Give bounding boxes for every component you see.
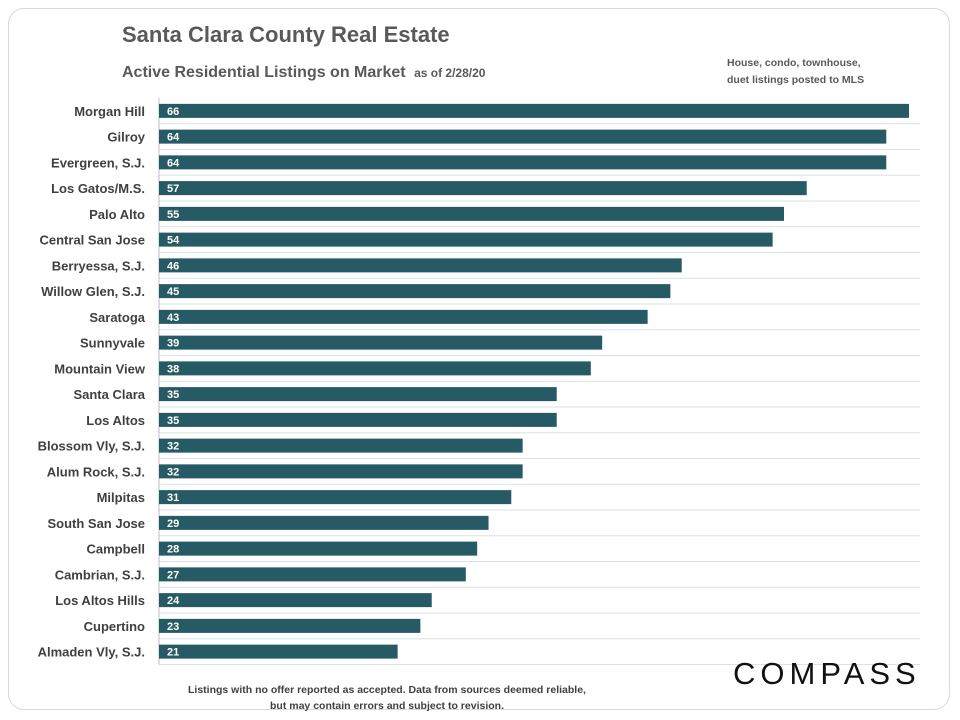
category-label: Cupertino bbox=[84, 619, 145, 634]
category-label: Los Altos bbox=[86, 413, 145, 428]
data-label: 64 bbox=[167, 157, 180, 169]
data-label: 23 bbox=[167, 621, 179, 633]
footer-line: Listings with no offer reported as accep… bbox=[188, 684, 586, 696]
data-note-line: duet listings posted to MLS bbox=[727, 74, 865, 86]
category-label: Mountain View bbox=[54, 361, 146, 376]
bar bbox=[159, 515, 489, 530]
bar bbox=[159, 129, 887, 144]
data-label: 27 bbox=[167, 569, 179, 581]
category-label: Alum Rock, S.J. bbox=[47, 464, 145, 479]
data-label: 38 bbox=[167, 363, 179, 375]
data-label: 32 bbox=[167, 441, 179, 453]
bar bbox=[159, 567, 466, 582]
category-label: Sunnyvale bbox=[80, 336, 145, 351]
category-label: Willow Glen, S.J. bbox=[41, 284, 145, 299]
data-label: 28 bbox=[167, 544, 179, 556]
category-label: Morgan Hill bbox=[74, 104, 145, 119]
category-label: Milpitas bbox=[97, 490, 145, 505]
category-label: Berryessa, S.J. bbox=[52, 258, 145, 273]
category-label: South San Jose bbox=[47, 516, 145, 531]
bar bbox=[159, 541, 478, 556]
category-label: Evergreen, S.J. bbox=[51, 155, 145, 170]
bar bbox=[159, 618, 421, 633]
bar bbox=[159, 206, 784, 221]
category-label: Santa Clara bbox=[73, 387, 145, 402]
chart-title: Santa Clara County Real Estate bbox=[122, 22, 450, 47]
bar bbox=[159, 232, 773, 247]
data-label: 24 bbox=[167, 595, 180, 607]
category-label: Blossom Vly, S.J. bbox=[38, 439, 145, 454]
data-label: 46 bbox=[167, 260, 179, 272]
category-label: Los Altos Hills bbox=[55, 593, 145, 608]
bar bbox=[159, 258, 682, 273]
data-label: 57 bbox=[167, 183, 179, 195]
bar bbox=[159, 464, 523, 479]
data-note: House, condo, townhouse, duet listings p… bbox=[727, 55, 864, 89]
bar bbox=[159, 438, 523, 453]
data-label: 66 bbox=[167, 106, 179, 118]
data-label: 39 bbox=[167, 338, 179, 350]
bar bbox=[159, 309, 648, 324]
bar bbox=[159, 644, 398, 659]
data-label: 45 bbox=[167, 286, 179, 298]
category-label: Palo Alto bbox=[89, 207, 145, 222]
category-label: Saratoga bbox=[89, 310, 145, 325]
bar bbox=[159, 412, 557, 427]
data-label: 35 bbox=[167, 389, 179, 401]
chart-subtitle: Active Residential Listings on Market as… bbox=[122, 64, 485, 82]
category-label: Central San Jose bbox=[40, 233, 146, 248]
as-of-date: as of 2/28/20 bbox=[414, 66, 486, 80]
data-label: 43 bbox=[167, 312, 179, 324]
category-label: Gilroy bbox=[107, 130, 145, 145]
bar bbox=[159, 284, 671, 299]
compass-logo: COMPASS bbox=[733, 656, 921, 691]
data-label: 31 bbox=[167, 492, 179, 504]
bar bbox=[159, 361, 591, 376]
category-label: Los Gatos/M.S. bbox=[51, 181, 145, 196]
data-label: 32 bbox=[167, 466, 179, 478]
data-label: 29 bbox=[167, 518, 179, 530]
data-note-line: House, condo, townhouse, bbox=[727, 57, 861, 69]
data-label: 54 bbox=[167, 235, 180, 247]
bar bbox=[159, 155, 887, 170]
data-label: 21 bbox=[167, 647, 179, 659]
data-label: 64 bbox=[167, 132, 180, 144]
subtitle-text: Active Residential Listings on Market bbox=[122, 64, 406, 81]
bar bbox=[159, 103, 909, 118]
category-label: Almaden Vly, S.J. bbox=[38, 645, 145, 660]
footer-line: but may contain errors and subject to re… bbox=[270, 700, 504, 712]
chart-frame bbox=[8, 8, 950, 710]
category-label: Cambrian, S.J. bbox=[55, 567, 145, 582]
bar bbox=[159, 490, 512, 505]
bar bbox=[159, 181, 807, 196]
data-label: 55 bbox=[167, 209, 179, 221]
bar bbox=[159, 387, 557, 402]
bar bbox=[159, 335, 603, 350]
footer-disclaimer: Listings with no offer reported as accep… bbox=[150, 682, 624, 714]
category-label: Campbell bbox=[86, 542, 145, 557]
bar bbox=[159, 593, 432, 608]
data-label: 35 bbox=[167, 415, 179, 427]
